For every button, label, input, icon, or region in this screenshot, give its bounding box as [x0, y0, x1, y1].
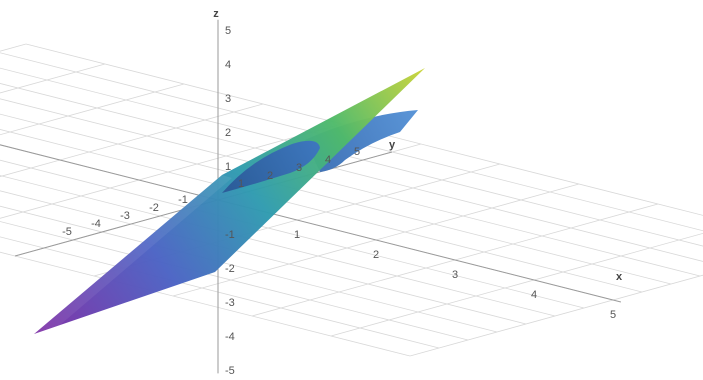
- y-tick-label: -4: [91, 218, 101, 230]
- grid-line-y: [0, 67, 703, 247]
- y-tick-label: -1: [178, 194, 188, 206]
- grid-line-x: [409, 274, 703, 357]
- z-axis-label: z: [213, 8, 219, 20]
- z-tick-label: -3: [225, 297, 235, 309]
- x-tick-label: 2: [373, 249, 379, 261]
- x-tick-label: 5: [610, 309, 616, 321]
- x-tick-label: 4: [531, 289, 537, 301]
- surfaces: [34, 68, 425, 334]
- z-tick-label: 2: [225, 127, 231, 139]
- grid-line-x: [0, 63, 106, 94]
- plane-surface: [34, 68, 425, 334]
- z-tick-label: -4: [225, 331, 235, 343]
- x-axis-label: x: [616, 271, 623, 283]
- z-tick-label: -2: [225, 263, 235, 275]
- x-tick-label: 1: [294, 229, 300, 241]
- z-tick-label: -1: [225, 229, 235, 241]
- y-tick-label: -5: [62, 226, 72, 238]
- y-axis-label: y: [389, 139, 396, 151]
- tick-labels: 1 2 3 4 5 -5 -4 -3 -2 -1 1 2 3 4 5 -5 -4 -3 -2 -1 1 2 3 4 5 x y z: [62, 8, 623, 377]
- curved-sheet-cutout: [222, 140, 320, 193]
- z-tick-label: 4: [225, 59, 231, 71]
- grid-line-x: [0, 83, 185, 136]
- plane-highlight: [34, 175, 232, 334]
- grid-line-y: [25, 43, 703, 216]
- z-tick-label: 1: [225, 161, 231, 173]
- z-tick-label: 3: [225, 93, 231, 105]
- y-tick-label: 3: [296, 162, 302, 174]
- y-tick-label: 1: [238, 178, 244, 190]
- grid-line-y: [0, 83, 703, 262]
- y-tick-label: 4: [325, 154, 331, 166]
- axis-lines: [0, 19, 622, 374]
- y-tick-label: -2: [149, 202, 159, 214]
- y-tick-label: 2: [267, 170, 273, 182]
- y-tick-label: -3: [120, 210, 130, 222]
- z-tick-label: 5: [225, 25, 231, 37]
- z-tick-label: -5: [225, 365, 235, 377]
- x-tick-label: 3: [452, 269, 458, 281]
- y-tick-label: 5: [354, 146, 360, 158]
